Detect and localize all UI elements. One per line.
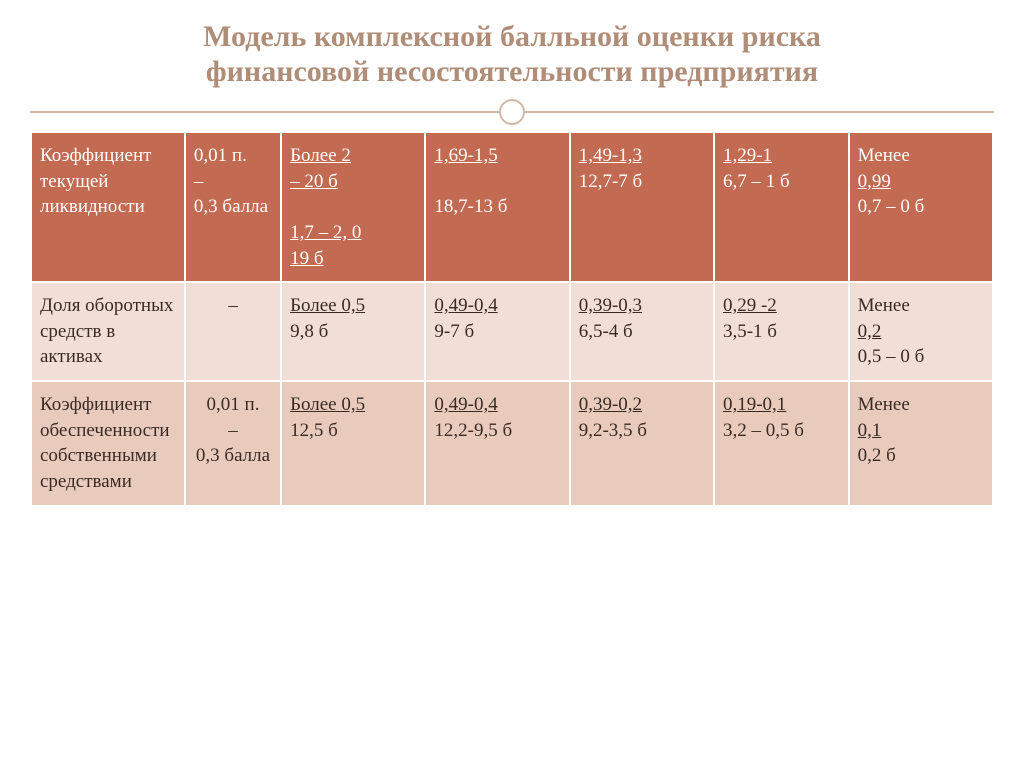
cell-text: Доля оборотных средств в активах bbox=[40, 295, 173, 367]
row-class-3: 0,39-0,3 6,5-4 б bbox=[570, 282, 714, 381]
cell-text: 9,2-3,5 б bbox=[579, 420, 647, 441]
cell-text: – bbox=[194, 171, 204, 192]
cell-text: 19 б bbox=[290, 248, 323, 269]
cell-text: Более 2 bbox=[290, 145, 351, 166]
cell-text: 3,2 – 0,5 б bbox=[723, 420, 804, 441]
row-indicator: Доля оборотных средств в активах bbox=[31, 282, 185, 381]
cell-text: 0,39-0,3 bbox=[579, 295, 642, 316]
slide-title: Модель комплексной балльной оценки риска… bbox=[30, 20, 994, 89]
row-class-1: Более 0,5 9,8 б bbox=[281, 282, 425, 381]
cell-text: 0,49-0,4 bbox=[434, 394, 497, 415]
cell-text: 0,49-0,4 bbox=[434, 295, 497, 316]
row-class-4: 0,19-0,1 3,2 – 0,5 б bbox=[714, 381, 849, 506]
cell-text: 9-7 б bbox=[434, 321, 474, 342]
row-step: – bbox=[185, 282, 281, 381]
row-indicator: Коэффициент обеспеченности собственными … bbox=[31, 381, 185, 506]
cell-text: 0,3 балла bbox=[194, 196, 268, 217]
hdr-class-5: Менее 0,99 0,7 – 0 б bbox=[849, 132, 993, 282]
row-step: 0,01 п. – 0,3 балла bbox=[185, 381, 281, 506]
hdr-class-2: 1,69-1,5 18,7-13 б bbox=[425, 132, 569, 282]
cell-text: Менее bbox=[858, 295, 910, 316]
title-divider bbox=[30, 97, 994, 127]
cell-text: 6,5-4 б bbox=[579, 321, 633, 342]
cell-text: 0,29 -2 bbox=[723, 295, 777, 316]
hdr-indicator: Коэффициент текущей ликвидности bbox=[31, 132, 185, 282]
divider-circle-icon bbox=[499, 99, 525, 125]
cell-text: 1,7 – 2, 0 bbox=[290, 222, 361, 243]
cell-text: 0,99 bbox=[858, 171, 891, 192]
cell-text: Коэффициент обеспеченности собственными … bbox=[40, 394, 170, 492]
cell-text: 3,5-1 б bbox=[723, 321, 777, 342]
cell-text: 0,39-0,2 bbox=[579, 394, 642, 415]
table-row: Коэффициент обеспеченности собственными … bbox=[31, 381, 993, 506]
cell-text: 0,2 bbox=[858, 321, 882, 342]
row-class-5: Менее 0,2 0,5 – 0 б bbox=[849, 282, 993, 381]
row-class-1: Более 0,5 12,5 б bbox=[281, 381, 425, 506]
cell-text: Более 0,5 bbox=[290, 394, 365, 415]
hdr-class-4: 1,29-1 6,7 – 1 б bbox=[714, 132, 849, 282]
cell-text: 1,49-1,3 bbox=[579, 145, 642, 166]
table-row: Доля оборотных средств в активах – Более… bbox=[31, 282, 993, 381]
cell-text: Менее bbox=[858, 145, 910, 166]
cell-text: Более 0,5 bbox=[290, 295, 365, 316]
row-class-4: 0,29 -2 3,5-1 б bbox=[714, 282, 849, 381]
cell-text: 6,7 – 1 б bbox=[723, 171, 790, 192]
cell-text: Менее bbox=[858, 394, 910, 415]
title-line-1: Модель комплексной балльной оценки риска bbox=[203, 20, 821, 53]
cell-text: – bbox=[228, 420, 238, 441]
cell-text: 0,19-0,1 bbox=[723, 394, 786, 415]
cell-text: – 20 б bbox=[290, 171, 338, 192]
cell-text: 0,3 балла bbox=[196, 445, 270, 466]
title-line-2: финансовой несостоятельности предприятия bbox=[206, 55, 818, 88]
cell-text: 12,2-9,5 б bbox=[434, 420, 512, 441]
cell-text: 12,7-7 б bbox=[579, 171, 643, 192]
cell-text: 18,7-13 б bbox=[434, 196, 507, 217]
cell-text: 12,5 б bbox=[290, 420, 338, 441]
row-class-3: 0,39-0,2 9,2-3,5 б bbox=[570, 381, 714, 506]
cell-text: 1,29-1 bbox=[723, 145, 772, 166]
hdr-class-1: Более 2 – 20 б 1,7 – 2, 0 19 б bbox=[281, 132, 425, 282]
table-header-row: Коэффициент текущей ликвидности 0,01 п. … bbox=[31, 132, 993, 282]
cell-text: 1,69-1,5 bbox=[434, 145, 497, 166]
cell-text: 0,5 – 0 б bbox=[858, 346, 925, 367]
cell-text: 0,01 п. bbox=[194, 145, 247, 166]
hdr-step: 0,01 п. – 0,3 балла bbox=[185, 132, 281, 282]
row-class-5: Менее 0,1 0,2 б bbox=[849, 381, 993, 506]
row-class-2: 0,49-0,4 12,2-9,5 б bbox=[425, 381, 569, 506]
cell-text: Коэффициент текущей ликвидности bbox=[40, 145, 151, 217]
cell-text: 0,7 – 0 б bbox=[858, 196, 925, 217]
risk-score-table: Коэффициент текущей ликвидности 0,01 п. … bbox=[30, 131, 994, 507]
cell-text: 0,1 bbox=[858, 420, 882, 441]
cell-text: – bbox=[228, 295, 238, 316]
row-class-2: 0,49-0,4 9-7 б bbox=[425, 282, 569, 381]
cell-text: 9,8 б bbox=[290, 321, 328, 342]
cell-text: 0,01 п. bbox=[207, 394, 260, 415]
cell-text: 0,2 б bbox=[858, 445, 896, 466]
hdr-class-3: 1,49-1,3 12,7-7 б bbox=[570, 132, 714, 282]
